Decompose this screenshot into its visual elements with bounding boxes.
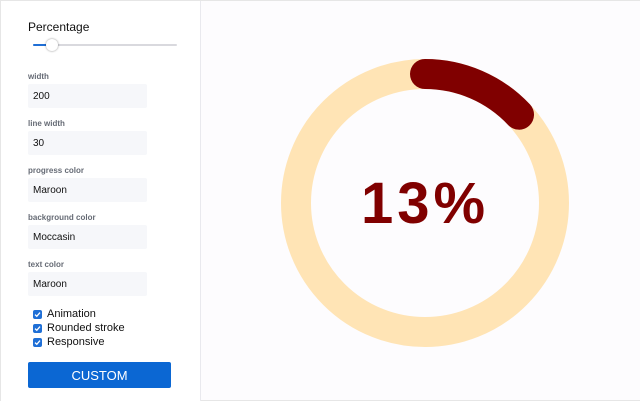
animation-label: Animation [47, 308, 96, 320]
checkmark-icon [34, 325, 41, 331]
background-color-input[interactable] [28, 225, 147, 249]
checkmark-icon [34, 339, 41, 345]
progress-color-input[interactable] [28, 178, 147, 202]
animation-checkbox[interactable] [33, 309, 42, 319]
percentage-slider[interactable] [33, 38, 177, 52]
responsive-checkbox[interactable] [33, 337, 42, 347]
responsive-label: Responsive [47, 336, 105, 348]
percentage-text: 13% [361, 171, 489, 236]
progress-arc [410, 59, 535, 130]
responsive-checkbox-row[interactable]: Responsive [33, 336, 104, 348]
circular-progress: 13% [281, 59, 569, 347]
percentage-label: Percentage [28, 20, 90, 34]
line-width-input[interactable] [28, 131, 147, 155]
settings-sidebar: Percentage width line width progress col… [1, 1, 201, 401]
width-input[interactable] [28, 84, 147, 108]
progress-color-label: progress color [28, 166, 85, 175]
slider-thumb[interactable] [45, 39, 58, 51]
width-label: width [28, 72, 49, 81]
slider-fill [33, 44, 52, 46]
rounded-stroke-checkbox-row[interactable]: Rounded stroke [33, 322, 125, 334]
background-color-label: background color [28, 213, 96, 222]
text-color-label: text color [28, 260, 65, 269]
line-width-label: line width [28, 119, 65, 128]
custom-button[interactable]: CUSTOM [28, 362, 171, 388]
rounded-stroke-label: Rounded stroke [47, 322, 125, 334]
rounded-stroke-checkbox[interactable] [33, 323, 42, 333]
text-color-input[interactable] [28, 272, 147, 296]
animation-checkbox-row[interactable]: Animation [33, 308, 96, 320]
checkmark-icon [34, 311, 41, 317]
slider-track[interactable] [33, 44, 177, 46]
